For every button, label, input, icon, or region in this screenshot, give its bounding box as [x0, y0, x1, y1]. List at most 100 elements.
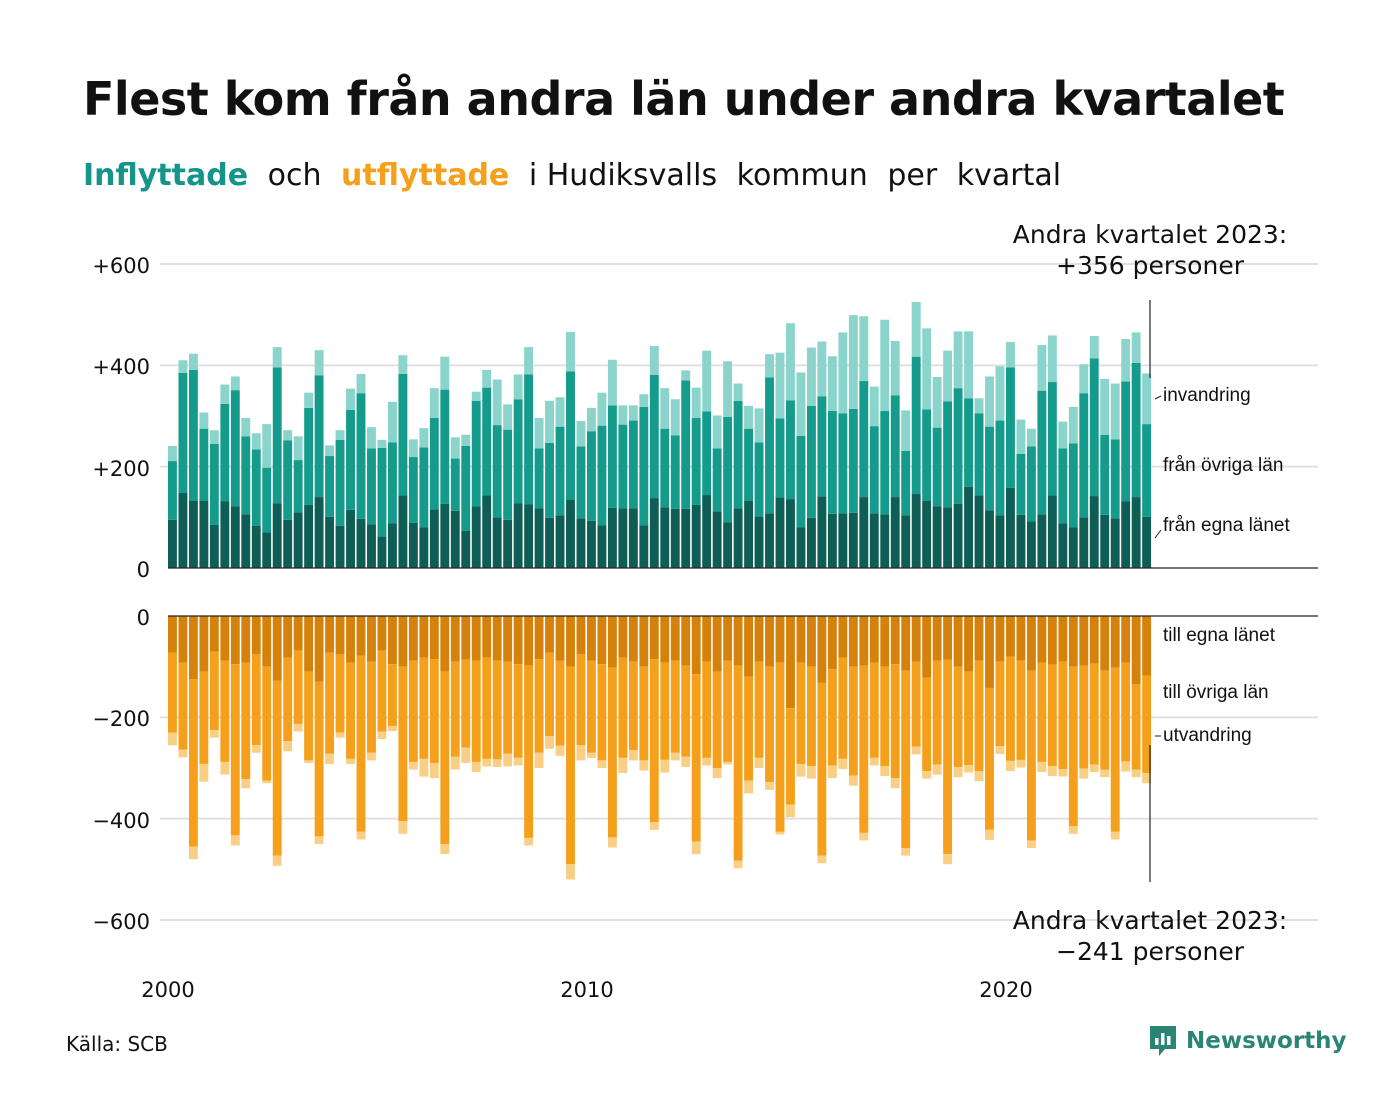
- bar-fran-ovriga-lan: [503, 429, 513, 520]
- subtitle-kommun: kommun: [736, 158, 868, 193]
- bar-fran-ovriga-lan: [188, 369, 198, 501]
- annotation-bottom-line1: Andra kvartalet 2023:: [1013, 906, 1287, 935]
- bar-fran-ovriga-lan: [293, 460, 303, 513]
- bar-fran-ovriga-lan: [618, 424, 628, 509]
- bar-fran-egna-lanet: [1006, 487, 1015, 568]
- bar-till-egna-lanet: [681, 616, 691, 666]
- bar-fran-ovriga-lan: [691, 418, 701, 505]
- legend-till-egna-lanet: till egna länet: [1163, 625, 1276, 646]
- bar-till-egna-lanet: [419, 616, 429, 658]
- bar-till-ovriga-lan: [754, 661, 764, 758]
- bar-till-ovriga-lan: [199, 671, 209, 764]
- bar-fran-ovriga-lan: [1026, 446, 1036, 522]
- bar-till-ovriga-lan: [901, 670, 911, 849]
- bar-till-ovriga-lan: [314, 681, 324, 837]
- bar-till-egna-lanet: [932, 616, 942, 661]
- bar-fran-ovriga-lan: [440, 389, 450, 504]
- bar-till-ovriga-lan: [367, 661, 376, 753]
- bar-utvandring: [555, 745, 565, 756]
- bar-utvandring: [346, 758, 355, 764]
- y-tick-bottom-200: −200: [92, 707, 150, 731]
- legend-utvandring: utvandring: [1163, 725, 1252, 746]
- bar-till-ovriga-lan: [765, 666, 774, 783]
- bar-utvandring: [335, 732, 345, 738]
- bar-till-egna-lanet: [744, 616, 754, 677]
- bar-till-egna-lanet: [387, 616, 397, 665]
- bar-fran-egna-lanet: [220, 501, 230, 568]
- bar-till-ovriga-lan: [555, 660, 565, 746]
- bar-utvandring: [440, 844, 450, 855]
- chart-subtitle: Inflyttade och utflyttade i Hudiksvalls …: [83, 158, 1071, 193]
- bar-till-egna-lanet: [660, 616, 670, 663]
- bar-invandring: [1110, 383, 1120, 440]
- bar-till-egna-lanet: [293, 616, 303, 651]
- bar-invandring: [335, 430, 345, 440]
- bar-utvandring: [869, 757, 879, 766]
- bar-utvandring: [1047, 765, 1057, 777]
- bar-till-egna-lanet: [1016, 616, 1026, 661]
- bar-till-ovriga-lan: [985, 687, 994, 830]
- bar-fran-ovriga-lan: [1006, 367, 1015, 488]
- bar-till-egna-lanet: [587, 616, 596, 661]
- bar-invandring: [786, 323, 795, 401]
- bar-utvandring: [188, 846, 198, 860]
- bar-fran-ovriga-lan: [1089, 358, 1099, 497]
- bar-till-ovriga-lan: [786, 708, 795, 805]
- bar-till-egna-lanet: [335, 616, 345, 654]
- bar-till-ovriga-lan: [587, 660, 596, 753]
- bar-till-egna-lanet: [440, 616, 450, 672]
- bar-fran-egna-lanet: [859, 497, 869, 568]
- bar-utvandring: [461, 747, 471, 763]
- bar-till-egna-lanet: [482, 616, 492, 658]
- bar-utvandring: [796, 763, 806, 777]
- bar-fran-ovriga-lan: [1037, 390, 1047, 515]
- bar-fran-egna-lanet: [513, 503, 523, 568]
- y-tick-bottom-400: −400: [92, 809, 150, 833]
- annotation-bottom-line2: −241 personer: [1056, 937, 1245, 966]
- bar-utvandring: [251, 745, 261, 753]
- bar-fran-egna-lanet: [419, 527, 429, 568]
- bars-utflyttade: [168, 616, 1152, 880]
- bar-till-ovriga-lan: [848, 666, 858, 776]
- bar-till-ovriga-lan: [1047, 664, 1057, 766]
- legend-fran-egna-lanet: från egna länet: [1163, 515, 1290, 536]
- bar-fran-egna-lanet: [639, 525, 649, 568]
- subtitle-municipality: i Hudiksvalls: [528, 158, 718, 193]
- bar-utvandring: [450, 756, 460, 770]
- bar-till-ovriga-lan: [838, 657, 848, 759]
- bar-till-egna-lanet: [566, 616, 575, 667]
- bar-till-egna-lanet: [607, 616, 617, 668]
- bar-till-egna-lanet: [283, 616, 293, 658]
- bar-utvandring: [995, 746, 1005, 754]
- bar-till-ovriga-lan: [1100, 670, 1110, 770]
- bar-invandring: [241, 418, 251, 437]
- bar-fran-egna-lanet: [712, 511, 722, 568]
- bar-fran-ovriga-lan: [817, 396, 827, 497]
- bar-utvandring: [587, 752, 596, 758]
- bar-till-ovriga-lan: [1026, 670, 1036, 841]
- bar-till-ovriga-lan: [450, 661, 460, 757]
- bar-fran-egna-lanet: [901, 515, 911, 568]
- bar-fran-egna-lanet: [754, 516, 764, 568]
- bar-till-ovriga-lan: [534, 659, 544, 753]
- bar-invandring: [587, 407, 596, 432]
- bar-invandring: [199, 412, 209, 429]
- bar-fran-ovriga-lan: [450, 458, 460, 511]
- bar-till-egna-lanet: [1037, 616, 1047, 663]
- bar-invandring: [911, 302, 921, 357]
- bar-utvandring: [419, 758, 429, 777]
- bar-till-egna-lanet: [859, 616, 869, 666]
- bar-fran-ovriga-lan: [628, 420, 638, 509]
- bar-utvandring: [325, 753, 335, 764]
- bar-invandring: [346, 388, 355, 410]
- bar-till-egna-lanet: [503, 616, 513, 662]
- bar-fran-ovriga-lan: [985, 426, 994, 511]
- bar-invandring: [1131, 332, 1141, 363]
- subtitle-kvartal: kvartal: [956, 158, 1062, 193]
- bar-utvandring: [628, 750, 638, 761]
- bar-till-ovriga-lan: [744, 676, 754, 781]
- bar-utvandring: [272, 855, 282, 866]
- bar-till-egna-lanet: [786, 616, 795, 709]
- bar-till-egna-lanet: [178, 616, 188, 663]
- bar-utvandring: [901, 848, 911, 856]
